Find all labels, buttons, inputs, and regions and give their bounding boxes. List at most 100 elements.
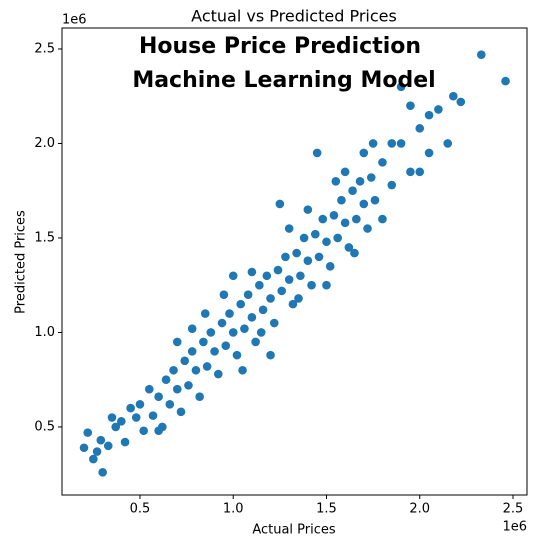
point (89, 454, 98, 464)
y-tick-label: 1.5 (34, 230, 55, 245)
point (368, 139, 378, 148)
point (281, 252, 290, 262)
point (92, 447, 102, 456)
y-tick-label: 0.5 (34, 419, 55, 434)
point (329, 210, 339, 220)
point (180, 356, 190, 366)
point (424, 148, 434, 158)
point (277, 286, 287, 296)
point (126, 403, 135, 413)
x-tick-label: 1.5 (316, 502, 337, 517)
point (172, 337, 182, 347)
point (187, 347, 197, 356)
point (348, 186, 357, 196)
point (415, 167, 425, 177)
point (477, 50, 486, 59)
point (221, 341, 231, 350)
point (228, 271, 238, 281)
point (251, 337, 260, 347)
point (117, 416, 126, 426)
point (387, 180, 397, 190)
points (79, 50, 510, 477)
point (378, 158, 387, 167)
point (434, 105, 443, 114)
point (292, 248, 301, 258)
point (352, 214, 361, 224)
point (256, 328, 266, 337)
point (238, 365, 247, 375)
point (340, 167, 350, 177)
point (322, 237, 331, 247)
point (359, 199, 369, 209)
point (359, 148, 369, 158)
point (299, 233, 309, 243)
point (258, 305, 268, 315)
point (103, 441, 113, 451)
point (247, 313, 257, 322)
point (148, 411, 158, 420)
point (199, 337, 208, 347)
point (219, 290, 229, 299)
point (370, 195, 380, 205)
point (366, 173, 376, 182)
point (303, 205, 313, 214)
point (243, 290, 253, 299)
y-offset-label: 1e6 (62, 13, 87, 28)
point (275, 199, 285, 209)
x-axis-label: Actual Prices (252, 523, 336, 538)
point (406, 101, 415, 110)
point (98, 468, 107, 477)
point (273, 265, 283, 275)
point (363, 224, 372, 233)
point (303, 256, 313, 265)
point (296, 271, 305, 281)
point (206, 328, 216, 337)
y-tick-label: 1.0 (34, 325, 55, 340)
point (184, 381, 193, 390)
chart-title: Actual vs Predicted Prices (191, 7, 397, 26)
point (172, 384, 182, 394)
point (501, 76, 510, 86)
point (443, 139, 453, 148)
point (337, 195, 346, 205)
point (322, 280, 331, 290)
point (96, 435, 106, 445)
point (378, 214, 387, 224)
point (255, 280, 264, 290)
point (169, 365, 178, 375)
point (120, 437, 130, 447)
point (396, 82, 406, 92)
point (312, 148, 322, 158)
x-tick-label: 2.5 (503, 502, 524, 517)
y-tick-label: 2.0 (34, 136, 55, 151)
point (344, 243, 354, 252)
point (266, 350, 275, 360)
point (214, 369, 223, 379)
point (449, 91, 458, 101)
point (240, 324, 249, 333)
point (191, 365, 201, 375)
point (355, 176, 365, 186)
point (139, 426, 148, 436)
x-tick-label: 0.5 (130, 502, 151, 517)
point (79, 443, 89, 453)
point (387, 139, 397, 148)
point (154, 426, 163, 436)
point (350, 248, 359, 258)
point (165, 399, 175, 409)
point (144, 384, 154, 394)
point (294, 294, 303, 303)
x-offset-label: 1e6 (502, 520, 527, 535)
point (111, 422, 121, 432)
point (210, 347, 219, 356)
point (340, 218, 350, 228)
point (187, 324, 197, 333)
point (202, 362, 212, 371)
point (232, 350, 242, 360)
point (325, 262, 335, 271)
point (333, 233, 342, 243)
y-axis-label: Predicted Prices (14, 210, 29, 314)
point (415, 124, 425, 133)
x-tick-label: 2.0 (409, 502, 430, 517)
point (262, 271, 272, 281)
